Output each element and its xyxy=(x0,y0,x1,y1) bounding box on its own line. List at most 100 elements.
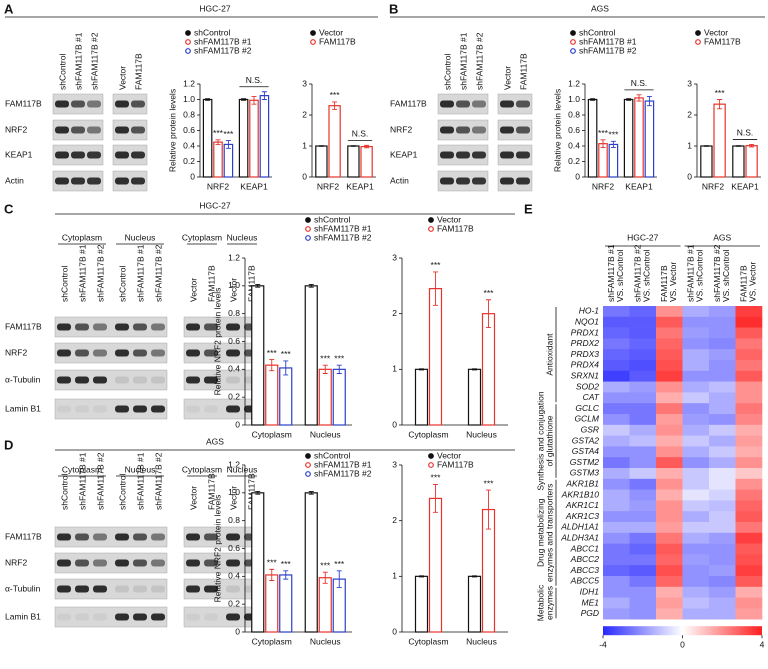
heatmap-cell xyxy=(656,597,683,609)
heatmap-cell xyxy=(709,597,736,609)
blot-band xyxy=(472,100,486,108)
legend-marker xyxy=(310,39,316,45)
significance: *** xyxy=(431,473,442,483)
heatmap-cell xyxy=(656,435,683,447)
gene-label: GSTA2 xyxy=(572,435,600,445)
bar xyxy=(598,143,608,178)
heatmap-cell xyxy=(709,392,736,404)
heatmap-cell xyxy=(735,403,763,415)
heatmap-cell xyxy=(629,424,657,436)
heatmap-cell xyxy=(682,457,710,469)
row-group-label: enzymes xyxy=(544,586,554,620)
error-bar xyxy=(322,364,328,374)
error-bar xyxy=(486,489,491,530)
error-bar xyxy=(336,364,342,374)
blot-band xyxy=(133,376,147,384)
heatmap-cell xyxy=(735,306,763,318)
blot-band xyxy=(226,349,240,357)
heatmap-cell xyxy=(709,381,736,393)
error-bar xyxy=(626,98,632,101)
heatmap-cell xyxy=(735,554,763,566)
column-label: shFAM117B #1 xyxy=(686,244,696,302)
heatmap-cell xyxy=(682,554,710,566)
heatmap-cell xyxy=(709,468,736,480)
column-label: VS. shControl xyxy=(721,249,731,302)
heatmap-cell xyxy=(709,370,736,382)
error-bar xyxy=(255,283,261,288)
blot-band xyxy=(472,126,486,134)
y-tick-label: 0 xyxy=(302,171,307,181)
y-axis-label: Relative protein levels xyxy=(552,89,562,172)
blot-band xyxy=(204,376,218,384)
blot-band xyxy=(500,151,514,159)
heatmap-cell xyxy=(709,435,736,447)
lane-label: shControl xyxy=(57,54,67,90)
blot-band xyxy=(456,151,470,159)
blot-box xyxy=(497,119,533,141)
bar xyxy=(713,103,726,178)
gene-label: IDH1 xyxy=(580,586,600,596)
heatmap-cell xyxy=(709,608,736,620)
fraction-label: Cytoplasm xyxy=(182,464,222,474)
error-bar xyxy=(322,571,328,584)
fraction-label: Cytoplasm xyxy=(182,232,222,242)
heatmap-cell xyxy=(603,424,630,436)
heatmap-cell xyxy=(682,543,710,555)
protein-label: NRF2 xyxy=(5,347,27,357)
heatmap-cell xyxy=(735,597,763,609)
heatmap-cell xyxy=(603,554,630,566)
blot-band xyxy=(133,323,147,331)
legend-marker xyxy=(310,30,316,36)
heatmap-cell xyxy=(656,360,683,372)
heatmap-cell xyxy=(656,576,683,588)
gene-label: ALDH3A1 xyxy=(560,532,599,542)
error-bar xyxy=(215,139,221,145)
blot-band xyxy=(75,533,89,541)
bar xyxy=(251,285,265,426)
y-tick-label: 1 xyxy=(302,140,307,150)
heatmap-cell xyxy=(603,532,630,544)
blot-band xyxy=(57,533,71,541)
error-bar xyxy=(283,570,289,580)
panel-title: HGC-27 xyxy=(199,200,230,210)
blot-band xyxy=(57,323,71,331)
legend-label: FAM117B xyxy=(319,36,356,46)
blot-band xyxy=(204,323,218,331)
gene-label: ALDH1A1 xyxy=(560,522,599,532)
bar xyxy=(428,497,443,633)
blot-band xyxy=(472,177,486,185)
legend-marker xyxy=(305,453,311,459)
gene-label: HO-1 xyxy=(579,306,600,316)
blot-band xyxy=(500,100,514,108)
y-tick-label: 0.2 xyxy=(568,156,580,166)
heatmap-cell xyxy=(603,478,630,490)
blot-band xyxy=(186,559,200,567)
heatmap-cell xyxy=(735,489,763,501)
blot-band xyxy=(516,177,530,185)
protein-label: Lamin B1 xyxy=(5,403,41,413)
y-tick-label: 1.0 xyxy=(183,94,195,104)
panel-title: AGS xyxy=(206,436,224,446)
gene-label: AKR1C3 xyxy=(565,511,599,521)
heatmap-cell xyxy=(682,414,710,426)
error-bar xyxy=(472,575,477,578)
y-tick-label: 0 xyxy=(575,171,580,181)
heatmap-cell xyxy=(735,424,763,436)
heatmap-cell xyxy=(629,586,657,598)
gene-label: PGD xyxy=(581,608,599,618)
gene-label: AKR1C1 xyxy=(565,500,599,510)
blot-band xyxy=(57,349,71,357)
y-tick-label: 2 xyxy=(392,308,397,318)
error-bar xyxy=(472,368,477,371)
gene-label: ABCC2 xyxy=(570,554,600,564)
y-axis-label: Relative protein levels xyxy=(167,89,177,172)
error-bar xyxy=(749,144,755,148)
error-bar xyxy=(269,359,275,372)
protein-label: NRF2 xyxy=(5,557,27,567)
blot-band xyxy=(87,151,101,159)
blot-band xyxy=(204,613,218,621)
blot-box xyxy=(54,398,168,420)
blot-band xyxy=(115,126,129,134)
lane-label: shFAM117B #2 xyxy=(89,32,99,90)
legend-label: shFAM117B #1 xyxy=(194,36,252,46)
